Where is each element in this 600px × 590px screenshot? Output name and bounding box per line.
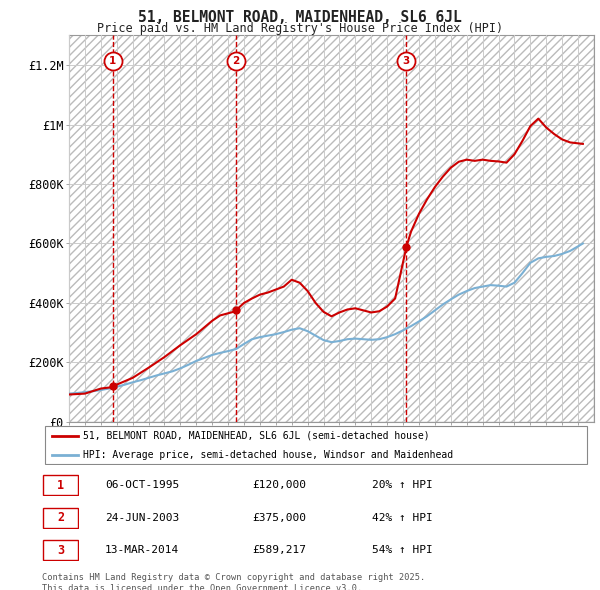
Text: £375,000: £375,000 xyxy=(252,513,306,523)
Text: 06-OCT-1995: 06-OCT-1995 xyxy=(105,480,179,490)
Text: HPI: Average price, semi-detached house, Windsor and Maidenhead: HPI: Average price, semi-detached house,… xyxy=(83,450,454,460)
Text: 1: 1 xyxy=(57,478,64,492)
Text: 1: 1 xyxy=(109,55,116,65)
Text: Price paid vs. HM Land Registry's House Price Index (HPI): Price paid vs. HM Land Registry's House … xyxy=(97,22,503,35)
FancyBboxPatch shape xyxy=(43,540,79,560)
FancyBboxPatch shape xyxy=(43,507,79,528)
FancyBboxPatch shape xyxy=(45,425,587,464)
Text: £589,217: £589,217 xyxy=(252,545,306,555)
Text: Contains HM Land Registry data © Crown copyright and database right 2025.
This d: Contains HM Land Registry data © Crown c… xyxy=(42,573,425,590)
Text: 3: 3 xyxy=(403,55,410,65)
Text: 51, BELMONT ROAD, MAIDENHEAD, SL6 6JL (semi-detached house): 51, BELMONT ROAD, MAIDENHEAD, SL6 6JL (s… xyxy=(83,431,430,441)
Text: 54% ↑ HPI: 54% ↑ HPI xyxy=(372,545,433,555)
Text: 51, BELMONT ROAD, MAIDENHEAD, SL6 6JL: 51, BELMONT ROAD, MAIDENHEAD, SL6 6JL xyxy=(138,10,462,25)
Text: 2: 2 xyxy=(232,55,239,65)
FancyBboxPatch shape xyxy=(43,475,79,496)
Text: £120,000: £120,000 xyxy=(252,480,306,490)
Text: 42% ↑ HPI: 42% ↑ HPI xyxy=(372,513,433,523)
Text: 13-MAR-2014: 13-MAR-2014 xyxy=(105,545,179,555)
Text: 2: 2 xyxy=(57,511,64,525)
Text: 20% ↑ HPI: 20% ↑ HPI xyxy=(372,480,433,490)
Text: 24-JUN-2003: 24-JUN-2003 xyxy=(105,513,179,523)
Text: 3: 3 xyxy=(57,543,64,557)
